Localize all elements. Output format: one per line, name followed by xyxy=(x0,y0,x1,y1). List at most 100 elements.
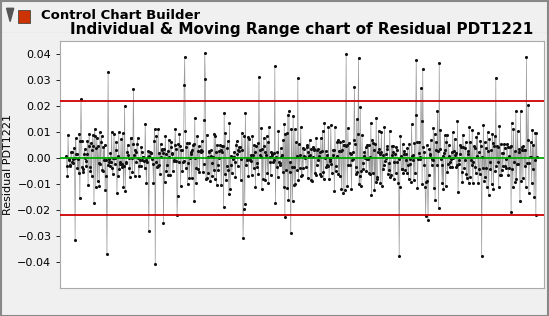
Point xyxy=(123,142,132,147)
Point xyxy=(356,105,365,110)
Point xyxy=(304,150,313,155)
Point xyxy=(414,151,423,156)
Point xyxy=(399,142,407,147)
Point xyxy=(96,162,105,167)
Point xyxy=(77,97,86,102)
Point xyxy=(338,147,346,152)
Point xyxy=(513,129,522,134)
Point xyxy=(419,144,428,149)
Point xyxy=(105,163,114,168)
Point xyxy=(366,172,374,177)
Point xyxy=(378,184,386,189)
Point xyxy=(223,146,232,151)
Point xyxy=(64,133,72,138)
Point xyxy=(497,167,506,172)
Point xyxy=(505,165,514,170)
Point xyxy=(185,175,194,180)
Point xyxy=(327,123,335,128)
Point xyxy=(234,149,243,154)
Point xyxy=(69,161,78,166)
Point xyxy=(150,127,159,132)
Point xyxy=(467,158,475,163)
Point xyxy=(276,163,284,168)
Point xyxy=(369,148,378,153)
Point xyxy=(469,144,478,149)
Point xyxy=(150,139,159,144)
Point xyxy=(124,155,133,160)
Point xyxy=(228,157,237,162)
Point xyxy=(350,85,359,90)
Point xyxy=(402,171,411,176)
Point xyxy=(461,140,470,145)
Point xyxy=(525,160,534,165)
Point xyxy=(157,155,166,160)
Point xyxy=(309,145,317,150)
Point xyxy=(319,169,328,174)
Point xyxy=(440,150,449,155)
Point xyxy=(299,166,307,171)
Point xyxy=(385,128,394,133)
Point xyxy=(262,153,271,158)
Point xyxy=(320,177,328,182)
Point xyxy=(168,151,177,156)
Point xyxy=(109,171,117,176)
Point xyxy=(274,129,283,134)
Point xyxy=(421,214,430,219)
Point xyxy=(242,162,250,167)
Point xyxy=(344,125,352,130)
Point xyxy=(255,147,264,152)
Point xyxy=(137,149,146,155)
Point xyxy=(200,117,209,122)
Point xyxy=(417,86,425,91)
Point xyxy=(274,160,283,165)
Point xyxy=(105,156,114,161)
Point xyxy=(151,262,160,267)
Point xyxy=(496,141,505,146)
Point xyxy=(346,162,355,167)
Point xyxy=(491,168,500,173)
Point xyxy=(232,139,241,144)
Point xyxy=(322,164,330,169)
Point xyxy=(287,127,296,132)
Point xyxy=(116,160,125,165)
Point xyxy=(171,159,180,164)
Point xyxy=(136,163,145,168)
Point xyxy=(503,144,512,149)
Point xyxy=(369,141,378,146)
Point xyxy=(420,149,429,154)
Y-axis label: Residual PDT1221: Residual PDT1221 xyxy=(3,114,13,215)
Point xyxy=(85,143,93,148)
Point xyxy=(329,148,338,153)
Point xyxy=(324,177,333,182)
Point xyxy=(370,188,379,193)
Point xyxy=(407,180,416,185)
Point xyxy=(423,179,432,184)
Point xyxy=(337,186,346,191)
Point xyxy=(256,154,265,159)
Point xyxy=(211,149,220,155)
Point xyxy=(440,133,449,138)
Point xyxy=(389,177,398,182)
Point xyxy=(500,142,508,147)
Point xyxy=(305,137,314,142)
Point xyxy=(147,150,155,155)
Point xyxy=(306,152,315,157)
Point xyxy=(486,148,495,153)
Point xyxy=(268,153,277,158)
Point xyxy=(485,160,494,165)
Point xyxy=(78,164,87,169)
Point xyxy=(385,167,394,172)
Point xyxy=(196,150,205,155)
Point xyxy=(131,150,140,155)
Point xyxy=(356,183,365,188)
Point xyxy=(82,151,91,156)
FancyBboxPatch shape xyxy=(18,10,30,23)
Point xyxy=(215,155,224,161)
Point xyxy=(346,152,355,157)
Point xyxy=(506,144,514,149)
Point xyxy=(109,155,118,161)
Point xyxy=(214,163,222,168)
Point xyxy=(252,161,261,166)
Point xyxy=(174,141,183,146)
Point xyxy=(197,147,205,152)
